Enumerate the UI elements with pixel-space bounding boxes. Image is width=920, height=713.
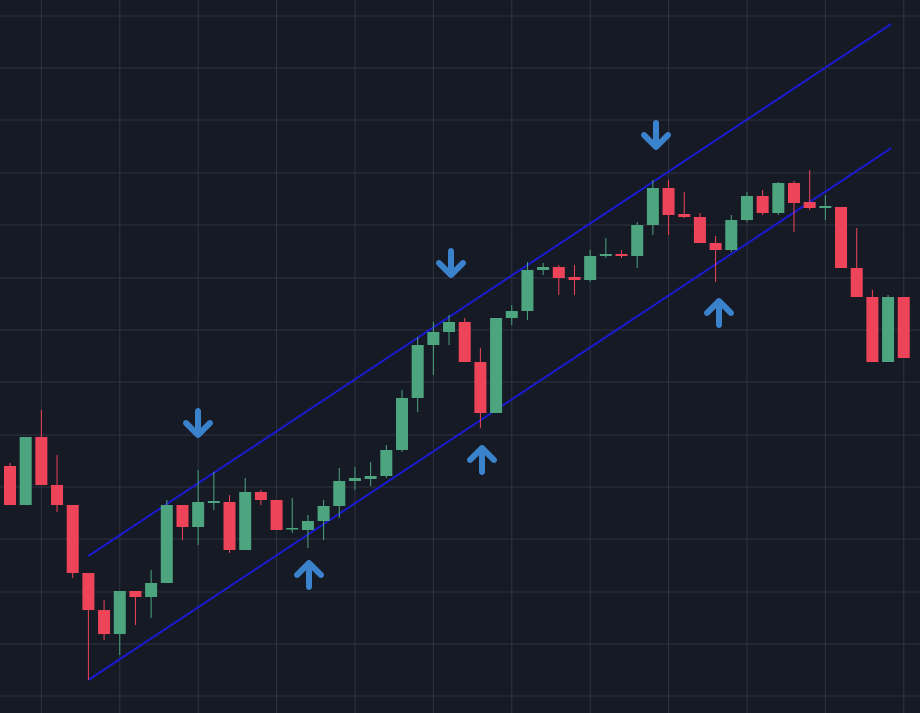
candle-body — [380, 450, 393, 476]
down-arrow — [641, 120, 671, 150]
candle-body — [348, 478, 361, 481]
candle-body — [474, 362, 487, 413]
candle-body — [82, 573, 95, 610]
candle-body — [772, 183, 785, 213]
channel — [87, 23, 892, 681]
candle-body — [693, 217, 706, 243]
candle-body — [882, 297, 895, 362]
up-arrow — [467, 445, 497, 475]
candle-body — [740, 196, 753, 220]
candle-body — [835, 207, 848, 268]
candle-body — [98, 610, 111, 634]
candle-body — [505, 311, 518, 318]
candle-body — [537, 267, 550, 270]
candle-body — [51, 485, 64, 505]
candle-body — [270, 500, 283, 530]
candle-body — [176, 505, 189, 527]
candle-body — [584, 256, 597, 280]
candle-body — [615, 254, 628, 256]
candle-body — [145, 583, 158, 597]
candle-body — [662, 188, 675, 215]
candle-body — [521, 270, 534, 311]
candle-body — [568, 277, 581, 280]
candle-body — [427, 332, 440, 345]
candle-body — [631, 225, 644, 256]
channel-line — [87, 147, 892, 681]
candles — [4, 170, 910, 680]
candle-body — [725, 220, 738, 250]
up-arrow — [294, 560, 324, 590]
candle-body — [35, 437, 48, 485]
candle-body — [66, 505, 79, 573]
candle-body — [490, 318, 503, 413]
candle-body — [207, 501, 220, 503]
candle-body — [4, 466, 16, 505]
candle-body — [819, 206, 832, 208]
candle-body — [301, 521, 314, 530]
candle-body — [458, 322, 471, 362]
candle-body — [286, 528, 299, 530]
candle-body — [239, 492, 252, 550]
candle-body — [19, 437, 32, 505]
channel-line — [87, 23, 892, 557]
candle-body — [411, 345, 424, 398]
candle-body — [333, 481, 346, 506]
candle-body — [850, 268, 863, 297]
candle-body — [254, 492, 267, 500]
candle-body — [396, 398, 408, 450]
candle-body — [443, 322, 456, 332]
touch-arrows — [183, 120, 734, 590]
candle-body — [803, 202, 816, 208]
candle-body — [866, 297, 879, 362]
candle-body — [113, 591, 126, 634]
candle-body — [223, 502, 236, 550]
candle-body — [788, 183, 800, 203]
candle-body — [160, 505, 173, 583]
candle-body — [552, 267, 565, 278]
down-arrow — [436, 248, 466, 278]
down-arrow — [183, 408, 213, 438]
up-arrow — [704, 298, 734, 328]
candle-body — [364, 476, 377, 479]
candle-body — [599, 254, 612, 256]
candle-body — [897, 297, 910, 358]
candle-body — [317, 506, 330, 521]
candle-body — [709, 243, 722, 250]
candle-body — [756, 196, 769, 213]
candle-body — [192, 502, 205, 527]
candle-body — [646, 188, 659, 225]
candle-body — [129, 591, 142, 597]
candle-body — [678, 214, 691, 217]
